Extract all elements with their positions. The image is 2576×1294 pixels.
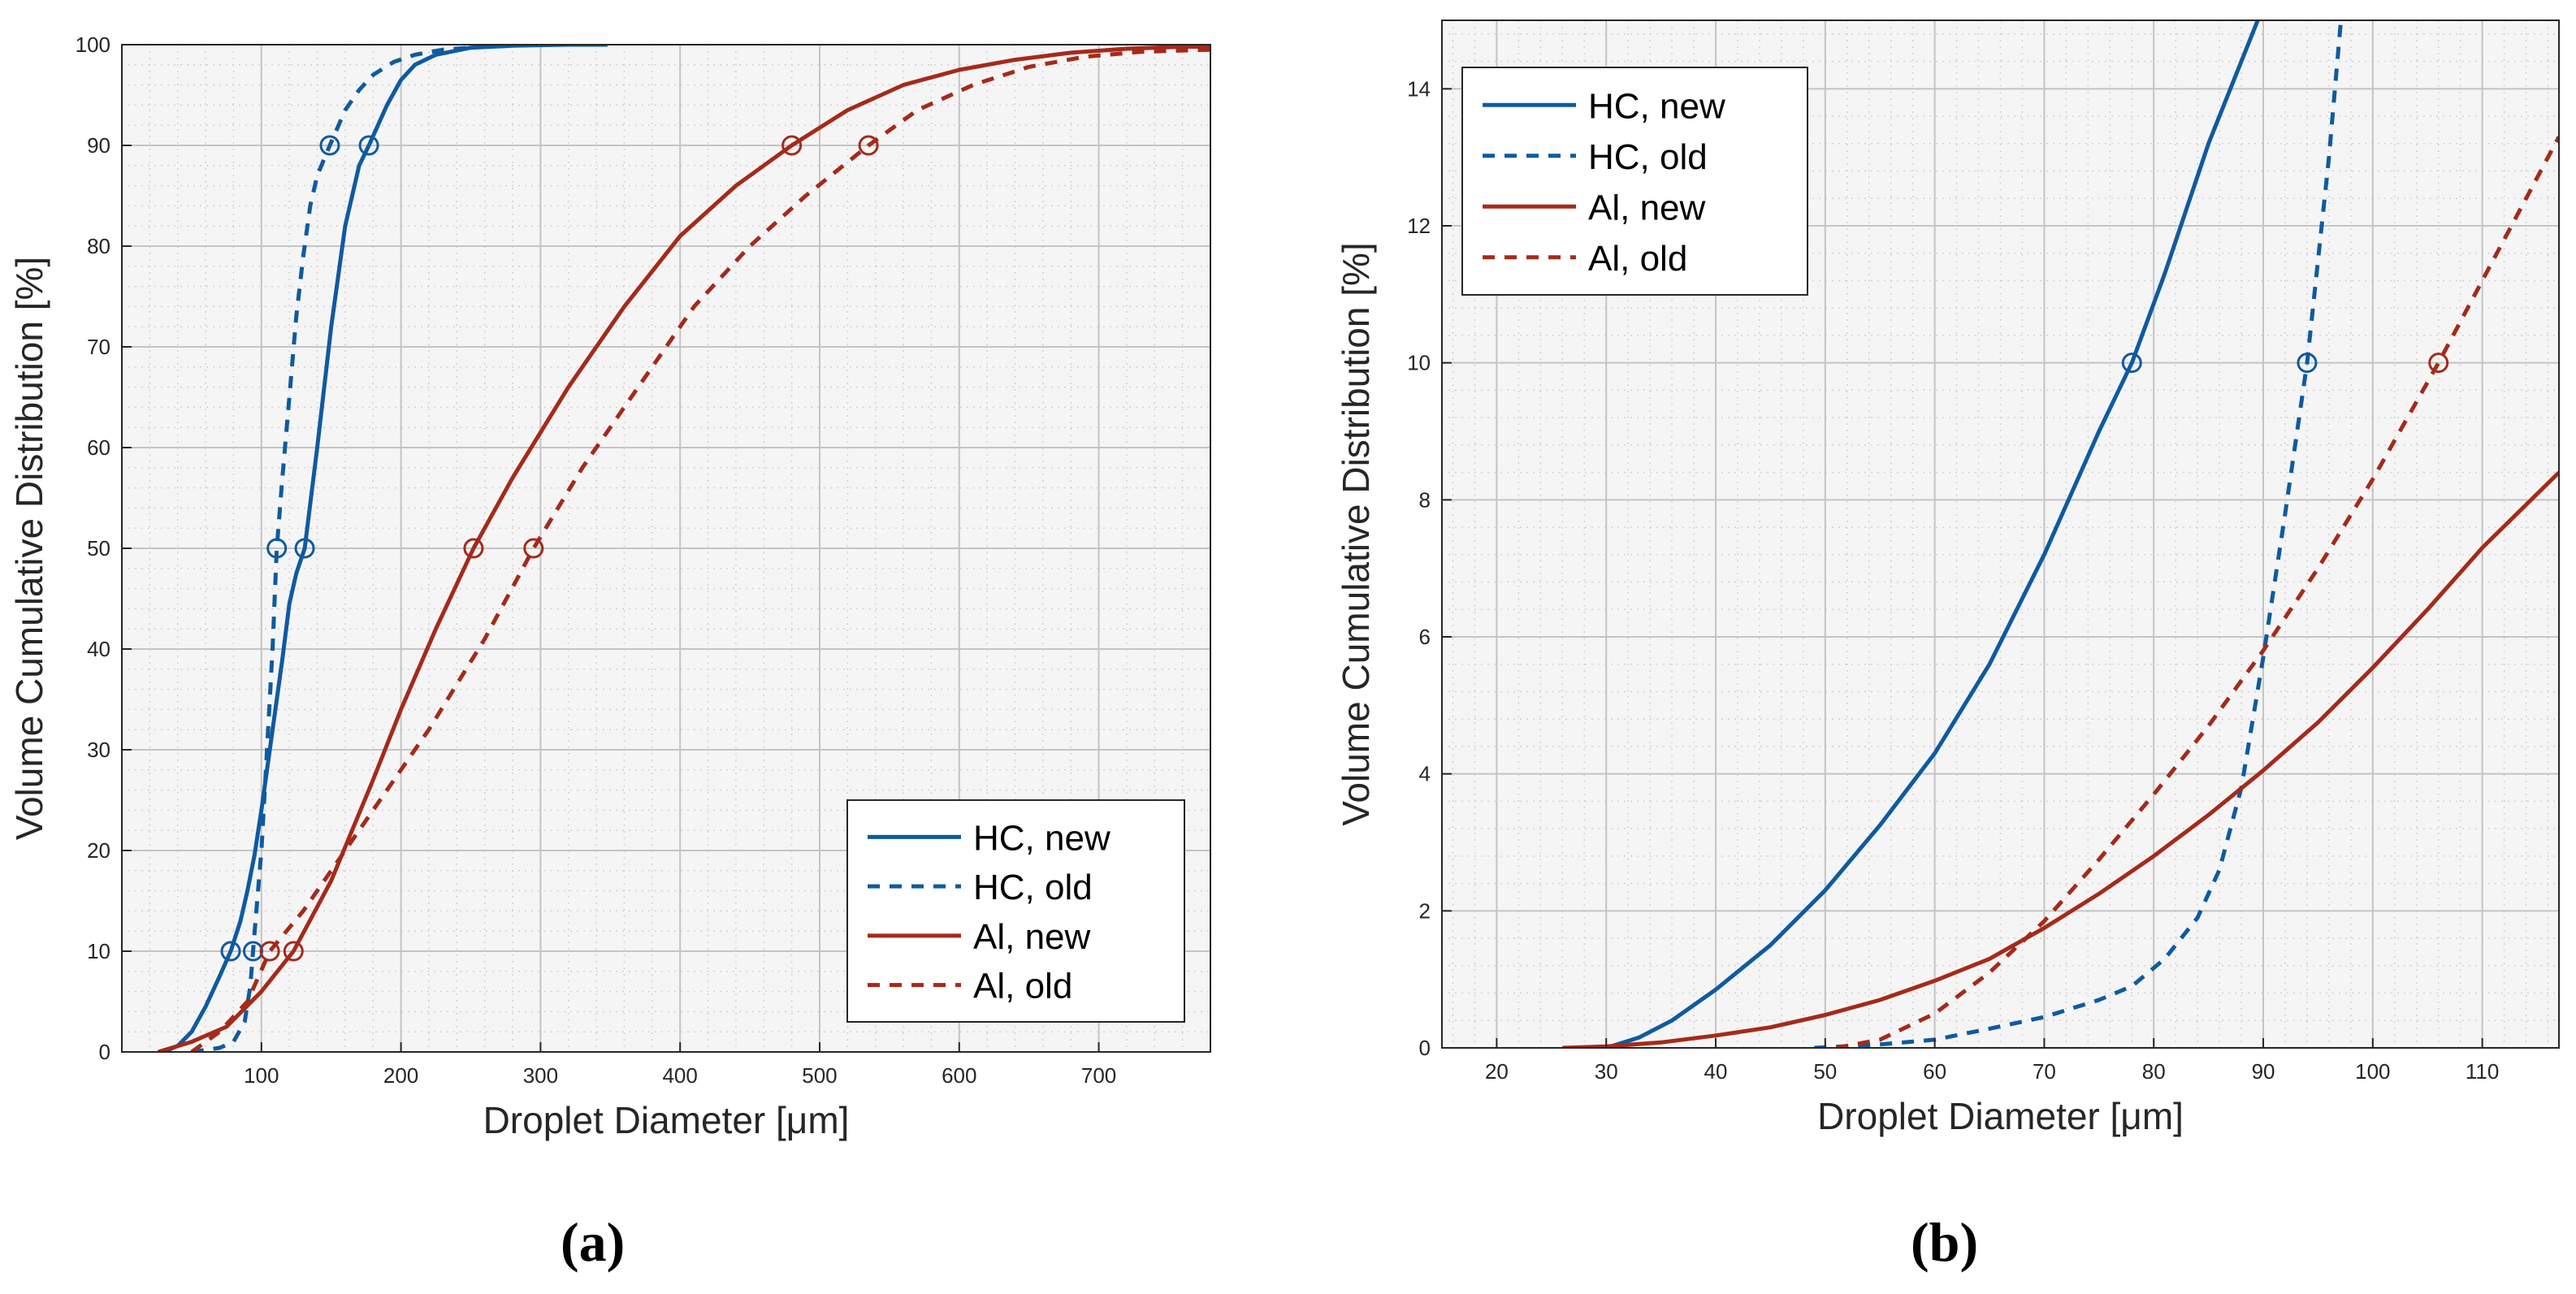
x-tick-label: 30 <box>1595 1059 1618 1084</box>
data-marker <box>2428 353 2449 374</box>
y-axis-title: Volume Cumulative Distribution [%] <box>8 257 50 840</box>
data-marker <box>2297 353 2318 374</box>
y-tick-label: 50 <box>87 536 110 560</box>
axes-frame <box>1441 19 2560 1049</box>
x-tick-label: 100 <box>244 1063 279 1088</box>
series-line-hc-new <box>1605 20 2260 1048</box>
y-tick-label: 12 <box>1407 214 1431 238</box>
data-marker <box>259 941 280 962</box>
y-tick-label: 4 <box>1419 762 1431 786</box>
chart-panel-b: 20 30 40 50 60 70 80 90 100 110 0 2 4 6 8 10 12 14 Droplet… <box>1335 19 2560 1137</box>
data-marker <box>266 538 288 559</box>
tick-labels: 20 30 40 50 60 70 80 90 100 110 0 2 4 6 8 10 12 14 <box>1407 76 2499 1084</box>
legend-label: Al, new <box>973 917 1091 957</box>
x-tick-label: 300 <box>523 1063 558 1088</box>
x-axis-title: Droplet Diameter [μm] <box>1817 1095 2184 1137</box>
legend-label: HC, old <box>973 868 1093 907</box>
y-tick-label: 70 <box>87 335 110 359</box>
x-tick-label: 200 <box>383 1063 418 1088</box>
y-tick-label: 80 <box>87 234 110 258</box>
x-tick-label: 700 <box>1081 1063 1116 1088</box>
y-tick-label: 0 <box>99 1040 110 1064</box>
panel-label-a: (a) <box>561 1211 626 1273</box>
legend-label: Al, old <box>973 967 1072 1006</box>
y-axis-title: Volume Cumulative Distribution [%] <box>1335 242 1377 825</box>
x-tick-label: 500 <box>802 1063 837 1088</box>
series-line-al-new <box>1562 470 2559 1048</box>
series-line-al-old <box>190 47 1210 1052</box>
y-tick-label: 60 <box>87 435 110 460</box>
y-tick-label: 10 <box>1407 351 1431 375</box>
y-tick-label: 6 <box>1419 625 1431 649</box>
tick-labels: 100 200 300 400 500 600 700 0 10 20 30 40 50 60 70 80 90… <box>76 32 1117 1088</box>
data-marker <box>781 135 803 156</box>
y-tick-label: 30 <box>87 738 110 762</box>
x-tick-label: 80 <box>2142 1059 2166 1084</box>
legend-label: HC, new <box>973 818 1110 858</box>
y-tick-label: 20 <box>87 838 110 863</box>
y-tick-label: 8 <box>1419 487 1431 512</box>
data-marker <box>283 941 304 962</box>
y-tick-label: 40 <box>87 637 110 661</box>
y-tick-label: 100 <box>76 32 110 57</box>
data-marker <box>358 135 379 156</box>
data-marker <box>319 135 340 156</box>
y-tick-label: 2 <box>1419 898 1431 923</box>
y-tick-label: 14 <box>1407 76 1431 101</box>
x-tick-label: 50 <box>1813 1059 1837 1084</box>
x-axis-title: Droplet Diameter [μm] <box>483 1099 850 1141</box>
y-tick-label: 10 <box>87 939 110 963</box>
data-marker <box>220 941 241 962</box>
data-marker <box>858 135 879 156</box>
x-tick-label: 70 <box>2033 1059 2056 1084</box>
x-tick-label: 60 <box>1923 1059 1946 1084</box>
data-marker <box>523 538 544 559</box>
chart-panel-a: 100 200 300 400 500 600 700 0 10 20 30 40 50 60 70 80 90… <box>8 32 1211 1141</box>
x-tick-label: 40 <box>1704 1059 1728 1084</box>
data-marker <box>463 538 484 559</box>
x-tick-label: 400 <box>662 1063 697 1088</box>
data-marker <box>294 538 315 559</box>
panel-label-b: (b) <box>1911 1211 1979 1273</box>
legend-label: Al, old <box>1588 239 1687 279</box>
series-group <box>157 45 1210 1052</box>
series-line-hc-old <box>191 45 608 1052</box>
data-marker <box>2121 353 2142 374</box>
legend-label: HC, new <box>1588 86 1725 126</box>
legend-label: Al, new <box>1588 188 1706 227</box>
x-tick-label: 600 <box>942 1063 976 1088</box>
x-tick-label: 90 <box>2252 1059 2275 1084</box>
series-group <box>1562 20 2559 1048</box>
series-line-al-old <box>1835 136 2559 1048</box>
y-tick-label: 90 <box>87 133 110 158</box>
legend: HC, new HC, old Al, new Al, old <box>1461 67 1808 296</box>
x-tick-label: 110 <box>2466 1059 2499 1084</box>
x-tick-label: 100 <box>2355 1059 2390 1084</box>
x-tick-label: 20 <box>1485 1059 1509 1084</box>
legend: HC, new HC, old Al, new Al, old <box>846 799 1185 1023</box>
y-tick-label: 0 <box>1419 1036 1431 1060</box>
legend-label: HC, old <box>1588 137 1708 177</box>
